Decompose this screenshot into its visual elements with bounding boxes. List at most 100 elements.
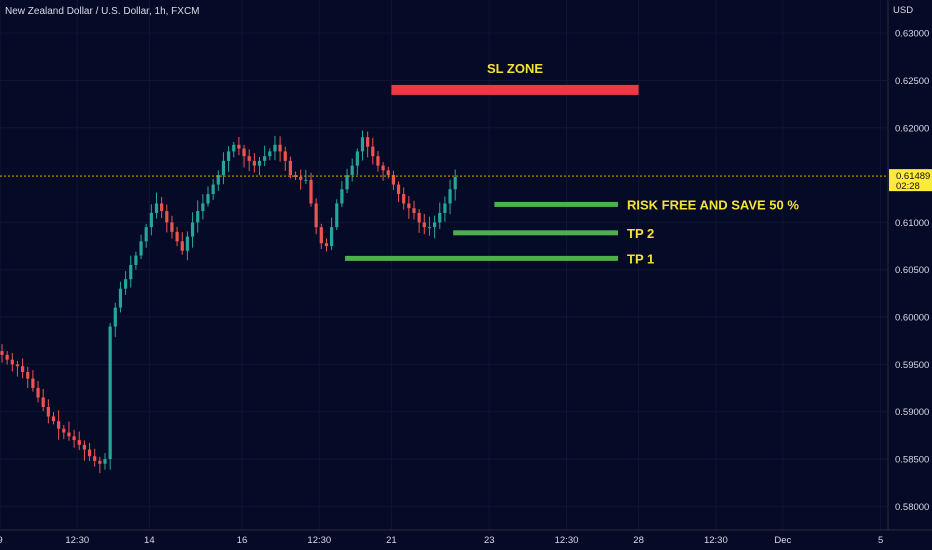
candle-body (15, 364, 20, 367)
y-tick-label: 0.62000 (895, 123, 929, 134)
target-line[interactable] (345, 255, 618, 261)
candle-body (257, 160, 262, 166)
candle-body (263, 156, 267, 161)
candle-body (417, 212, 421, 223)
candle-body (371, 146, 375, 157)
x-tick-label: 21 (386, 535, 397, 546)
candle-body (221, 160, 226, 176)
candle-body (438, 212, 442, 223)
candle-body (98, 460, 102, 464)
candle-body (407, 203, 411, 209)
y-tick-label: 0.58500 (895, 455, 929, 466)
candle-body (129, 265, 133, 280)
candle-body (185, 236, 189, 251)
y-tick-label: 0.59500 (895, 360, 929, 371)
candle-body (41, 397, 45, 407)
y-tick-label: 0.60500 (895, 265, 929, 276)
candle-body (180, 241, 184, 251)
y-tick-label: 0.62500 (895, 76, 929, 87)
x-tick-label: 5 (878, 535, 883, 546)
candle-body (46, 406, 50, 417)
candle-body (196, 211, 200, 223)
target-label: TP 1 (627, 251, 654, 266)
x-tick-label: 28 (633, 535, 644, 546)
candle-body (36, 388, 40, 398)
y-tick-label: 0.63000 (895, 29, 929, 40)
x-tick-label: 12:30 (555, 535, 579, 546)
x-tick-label: 16 (237, 535, 248, 546)
candle-body (335, 203, 339, 228)
candle-body (268, 151, 272, 157)
sl-zone-label: SL ZONE (487, 61, 543, 76)
candle-body (402, 194, 406, 204)
currency-label: USD (893, 5, 913, 16)
candle-body (108, 326, 112, 460)
candle-body (453, 176, 457, 190)
candle-body (232, 144, 236, 152)
candle-body (299, 176, 303, 180)
time-axis[interactable]: 9 12:30 14 16 12:30 21 23 12:30 28 12:30 Dec 5 (0, 535, 883, 546)
current-price-countdown: 02:28 (896, 181, 920, 192)
current-price-tag: 0.61489 02:28 (889, 169, 932, 192)
candle-body (124, 279, 128, 289)
target-line[interactable] (453, 230, 618, 236)
candle-body (175, 231, 179, 242)
chart-title: New Zealand Dollar / U.S. Dollar, 1h, FX… (5, 6, 200, 17)
candle-body (0, 351, 4, 355)
candle-body (170, 222, 174, 232)
candle-body (340, 189, 344, 204)
candle-body (355, 151, 359, 166)
x-tick-label: Dec (774, 535, 791, 546)
candle-body (237, 144, 241, 149)
target-label: TP 2 (627, 226, 654, 241)
candle-body (118, 288, 123, 308)
candle-body (139, 241, 143, 256)
candle-body (366, 137, 370, 147)
candle-body (273, 144, 277, 152)
candle-body (67, 432, 71, 437)
candle-body (350, 165, 354, 176)
candle-body (242, 148, 246, 157)
x-tick-label: 12:30 (65, 535, 89, 546)
candle-body (314, 203, 318, 228)
candle-body (278, 144, 282, 152)
candle-body (288, 160, 292, 176)
candle-body (51, 416, 56, 422)
candle-body (396, 184, 401, 195)
sl-zone-bar[interactable] (391, 84, 639, 95)
candle-body (190, 222, 195, 237)
target-line[interactable] (494, 201, 618, 207)
candle-body (216, 175, 220, 185)
x-tick-label: 23 (484, 535, 495, 546)
x-tick-label: 14 (144, 535, 155, 546)
candle-body (57, 421, 61, 429)
candle-body (165, 211, 169, 223)
candle-body (21, 366, 25, 372)
candle-body (160, 203, 164, 212)
candle-body (304, 179, 308, 181)
candle-body (103, 459, 107, 464)
candle-body (376, 156, 380, 166)
candle-body (154, 203, 159, 213)
candle-body (247, 156, 251, 161)
candle-body (211, 184, 215, 195)
candle-body (283, 151, 287, 161)
candle-body (77, 440, 81, 445)
candle-body (386, 170, 390, 176)
candle-body (31, 378, 35, 389)
candle-body (227, 151, 231, 161)
y-tick-label: 0.60000 (895, 313, 929, 324)
candle-body (134, 255, 138, 265)
candle-body (72, 436, 76, 441)
candle-body (422, 222, 426, 228)
candle-body (293, 175, 298, 177)
candle-body (443, 203, 447, 213)
candle-body (62, 428, 66, 433)
candle-body (448, 189, 452, 204)
y-tick-label: 0.59000 (895, 407, 929, 418)
x-tick-label: 9 (0, 535, 3, 546)
candle-body (93, 456, 97, 461)
candle-body (360, 137, 365, 152)
candle-body (427, 227, 432, 229)
